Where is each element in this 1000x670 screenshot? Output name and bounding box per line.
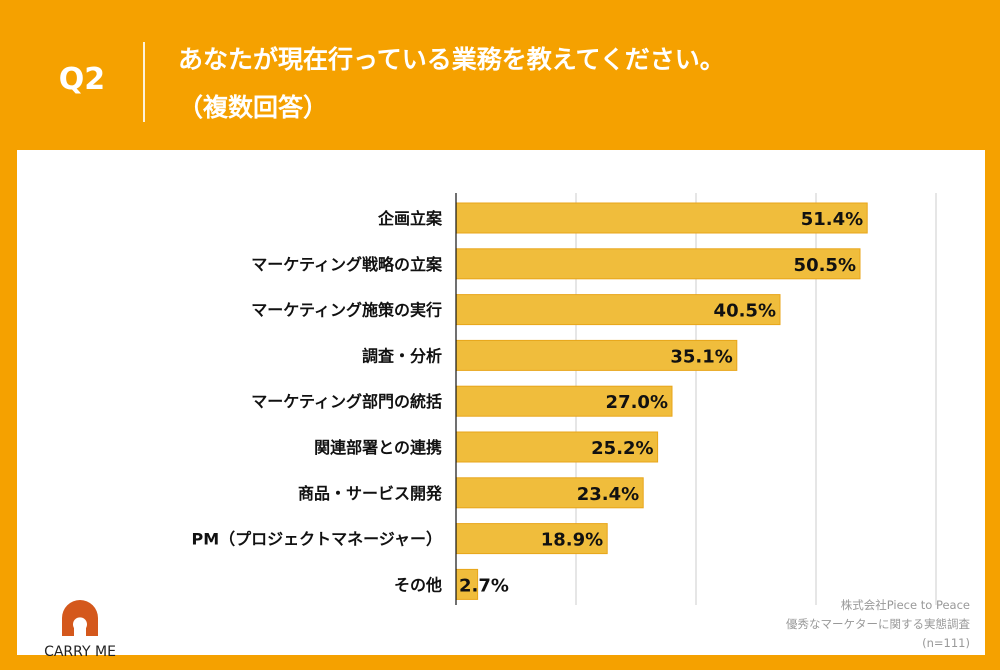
logo: CARRY ME <box>30 598 130 660</box>
category-label: マーケティング部門の統括 <box>251 392 442 411</box>
question-number: Q2 <box>58 62 106 97</box>
bar <box>455 339 738 371</box>
category-label: PM（プロジェクトマネージャー） <box>191 530 442 549</box>
data-label: 25.2% <box>591 438 653 459</box>
bar <box>455 294 781 326</box>
category-label: マーケティング施策の実行 <box>251 301 442 320</box>
data-label: 50.5% <box>794 255 856 276</box>
category-label: その他 <box>394 575 442 594</box>
bar <box>455 248 861 280</box>
category-label: 商品・サービス開発 <box>298 484 443 503</box>
logo-text: CARRY ME <box>44 644 116 660</box>
sample-size: (n=111) <box>922 636 970 650</box>
data-label: 40.5% <box>714 301 776 322</box>
category-label: 関連部署との連携 <box>314 438 442 457</box>
source-company: 株式会社Piece to Peace <box>840 598 970 612</box>
data-label: 2.7% <box>459 575 509 596</box>
logo-icon <box>62 600 98 636</box>
question-subtitle: （複数回答） <box>178 93 329 122</box>
header-divider <box>143 42 145 122</box>
data-label: 51.4% <box>801 209 863 230</box>
bar <box>455 523 608 555</box>
source-survey: 優秀なマーケターに関する実態調査 <box>786 617 970 631</box>
bar <box>455 202 868 234</box>
bar <box>455 431 659 463</box>
category-label: マーケティング戦略の立案 <box>251 255 443 274</box>
bar <box>455 385 673 417</box>
data-label: 27.0% <box>606 392 668 413</box>
data-label: 23.4% <box>577 484 639 505</box>
bar <box>455 477 644 509</box>
category-label: 企画立案 <box>377 209 443 228</box>
source-note: 株式会社Piece to Peace 優秀なマーケターに関する実態調査 (n=1… <box>786 596 970 653</box>
category-label: 調査・分析 <box>362 346 442 365</box>
data-label: 18.9% <box>541 530 603 551</box>
data-label: 35.1% <box>670 346 732 367</box>
question-title: あなたが現在行っている業務を教えてください。 <box>178 45 725 74</box>
